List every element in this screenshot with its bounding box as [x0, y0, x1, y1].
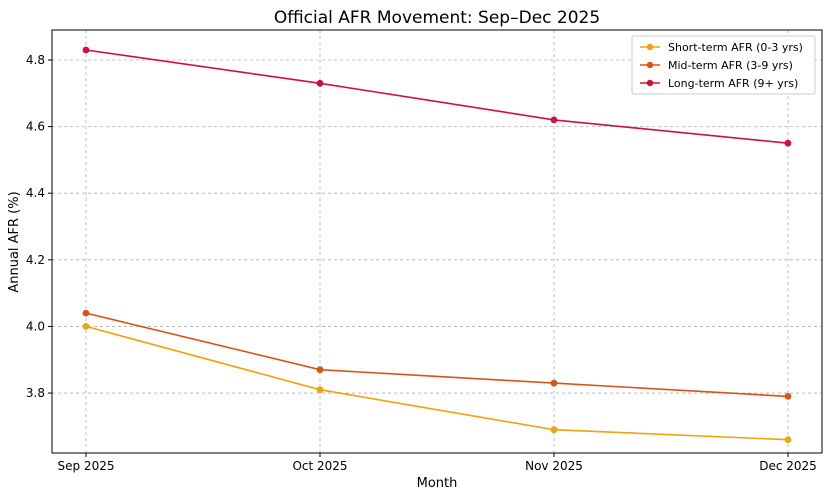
series-2 — [82, 309, 792, 400]
legend-item: Long-term AFR (9+ yrs) — [640, 77, 798, 90]
series-1 — [82, 323, 792, 444]
legend: Short-term AFR (0-3 yrs) Mid-term AFR (3-… — [631, 35, 816, 95]
legend-marker — [646, 79, 654, 87]
legend-item: Mid-term AFR (3-9 yrs) — [640, 59, 793, 72]
data-point — [550, 116, 558, 124]
data-point — [316, 79, 324, 87]
y-tick-label: 4.8 — [26, 53, 45, 67]
x-tick-label: Oct 2025 — [292, 459, 347, 473]
y-tick-label: 4.0 — [26, 319, 45, 333]
series-line — [85, 325, 789, 441]
data-point — [82, 309, 90, 317]
data-point — [316, 366, 324, 374]
legend-label: Long-term AFR (9+ yrs) — [668, 77, 798, 90]
y-tick-label: 4.2 — [26, 253, 45, 267]
data-point — [550, 426, 558, 434]
chart-title: Official AFR Movement: Sep–Dec 2025 — [274, 8, 600, 28]
plot-frame — [51, 29, 823, 454]
x-axis-label: Month — [417, 476, 458, 491]
data-point — [82, 323, 90, 330]
legend-label: Mid-term AFR (3-9 yrs) — [668, 59, 793, 72]
data-point — [82, 46, 90, 54]
grid-lines — [52, 30, 822, 453]
series-line — [85, 312, 789, 398]
y-tick-label: 4.4 — [26, 186, 45, 200]
legend-label: Short-term AFR (0-3 yrs) — [668, 41, 803, 54]
series-3 — [82, 46, 792, 147]
x-tick-label: Dec 2025 — [759, 459, 817, 473]
data-point — [784, 436, 792, 444]
data-point — [316, 386, 324, 394]
legend-item: Short-term AFR (0-3 yrs) — [640, 41, 803, 54]
data-point — [550, 379, 558, 387]
data-point — [784, 139, 792, 147]
x-tick-label: Nov 2025 — [525, 459, 583, 473]
series-line — [85, 49, 789, 144]
legend-box — [631, 35, 816, 95]
axis-ticks: Sep 2025 Oct 2025 Nov 2025 Dec 2025 3.8 4.0 4.… — [26, 53, 817, 473]
legend-marker — [646, 61, 654, 69]
y-tick-label: 4.6 — [26, 120, 45, 134]
legend-marker — [646, 43, 654, 51]
x-tick-label: Sep 2025 — [58, 459, 115, 473]
y-tick-label: 3.8 — [26, 386, 45, 400]
y-axis-label: Annual AFR (%) — [7, 191, 22, 292]
data-point — [784, 393, 792, 400]
series-layer — [82, 46, 792, 444]
